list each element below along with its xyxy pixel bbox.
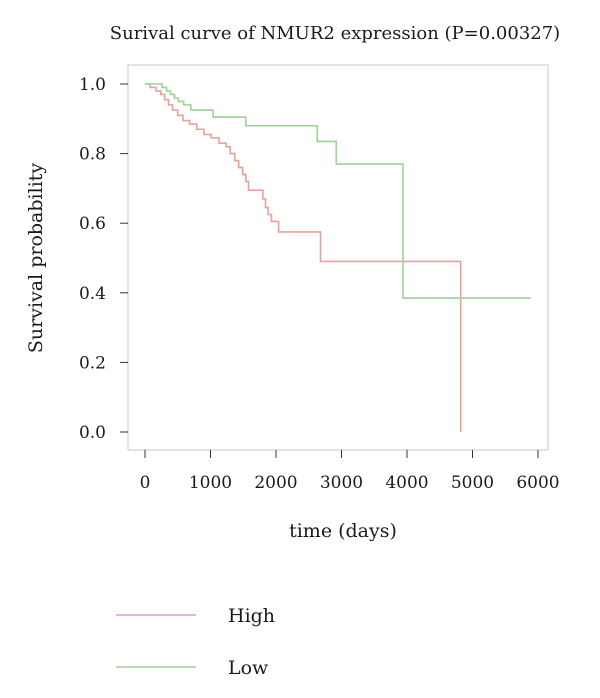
legend-label-high: High	[228, 605, 275, 627]
x-tick-label: 5000	[451, 473, 494, 493]
legend-label-low: Low	[228, 657, 269, 679]
plot-frame	[127, 64, 549, 451]
series-line-low	[145, 83, 531, 299]
series-layer	[145, 83, 531, 432]
x-tick-label: 4000	[385, 473, 428, 493]
y-tick-label: 0.0	[79, 423, 106, 443]
x-axis-title: time (days)	[289, 520, 397, 542]
x-tick-label: 1000	[189, 473, 232, 493]
y-tick-label: 0.4	[79, 284, 106, 304]
y-tick-label: 0.8	[79, 145, 106, 165]
legend: High Low	[116, 605, 275, 679]
y-axis: 0.0 0.2 0.4 0.6 0.8 1.0	[79, 75, 128, 443]
y-axis-title: Survival probability	[25, 163, 47, 354]
y-tick-label: 0.2	[79, 353, 106, 373]
x-tick-label: 3000	[320, 473, 363, 493]
x-tick-label: 6000	[516, 473, 559, 493]
x-tick-label: 0	[140, 473, 151, 493]
x-tick-label: 2000	[254, 473, 297, 493]
y-tick-label: 0.6	[79, 214, 106, 234]
series-line-high	[145, 83, 462, 432]
x-axis: 0 1000 2000 3000 4000 5000 6000	[140, 450, 560, 493]
y-tick-label: 1.0	[79, 75, 106, 95]
chart-title: Surival curve of NMUR2 expression (P=0.0…	[110, 23, 560, 44]
